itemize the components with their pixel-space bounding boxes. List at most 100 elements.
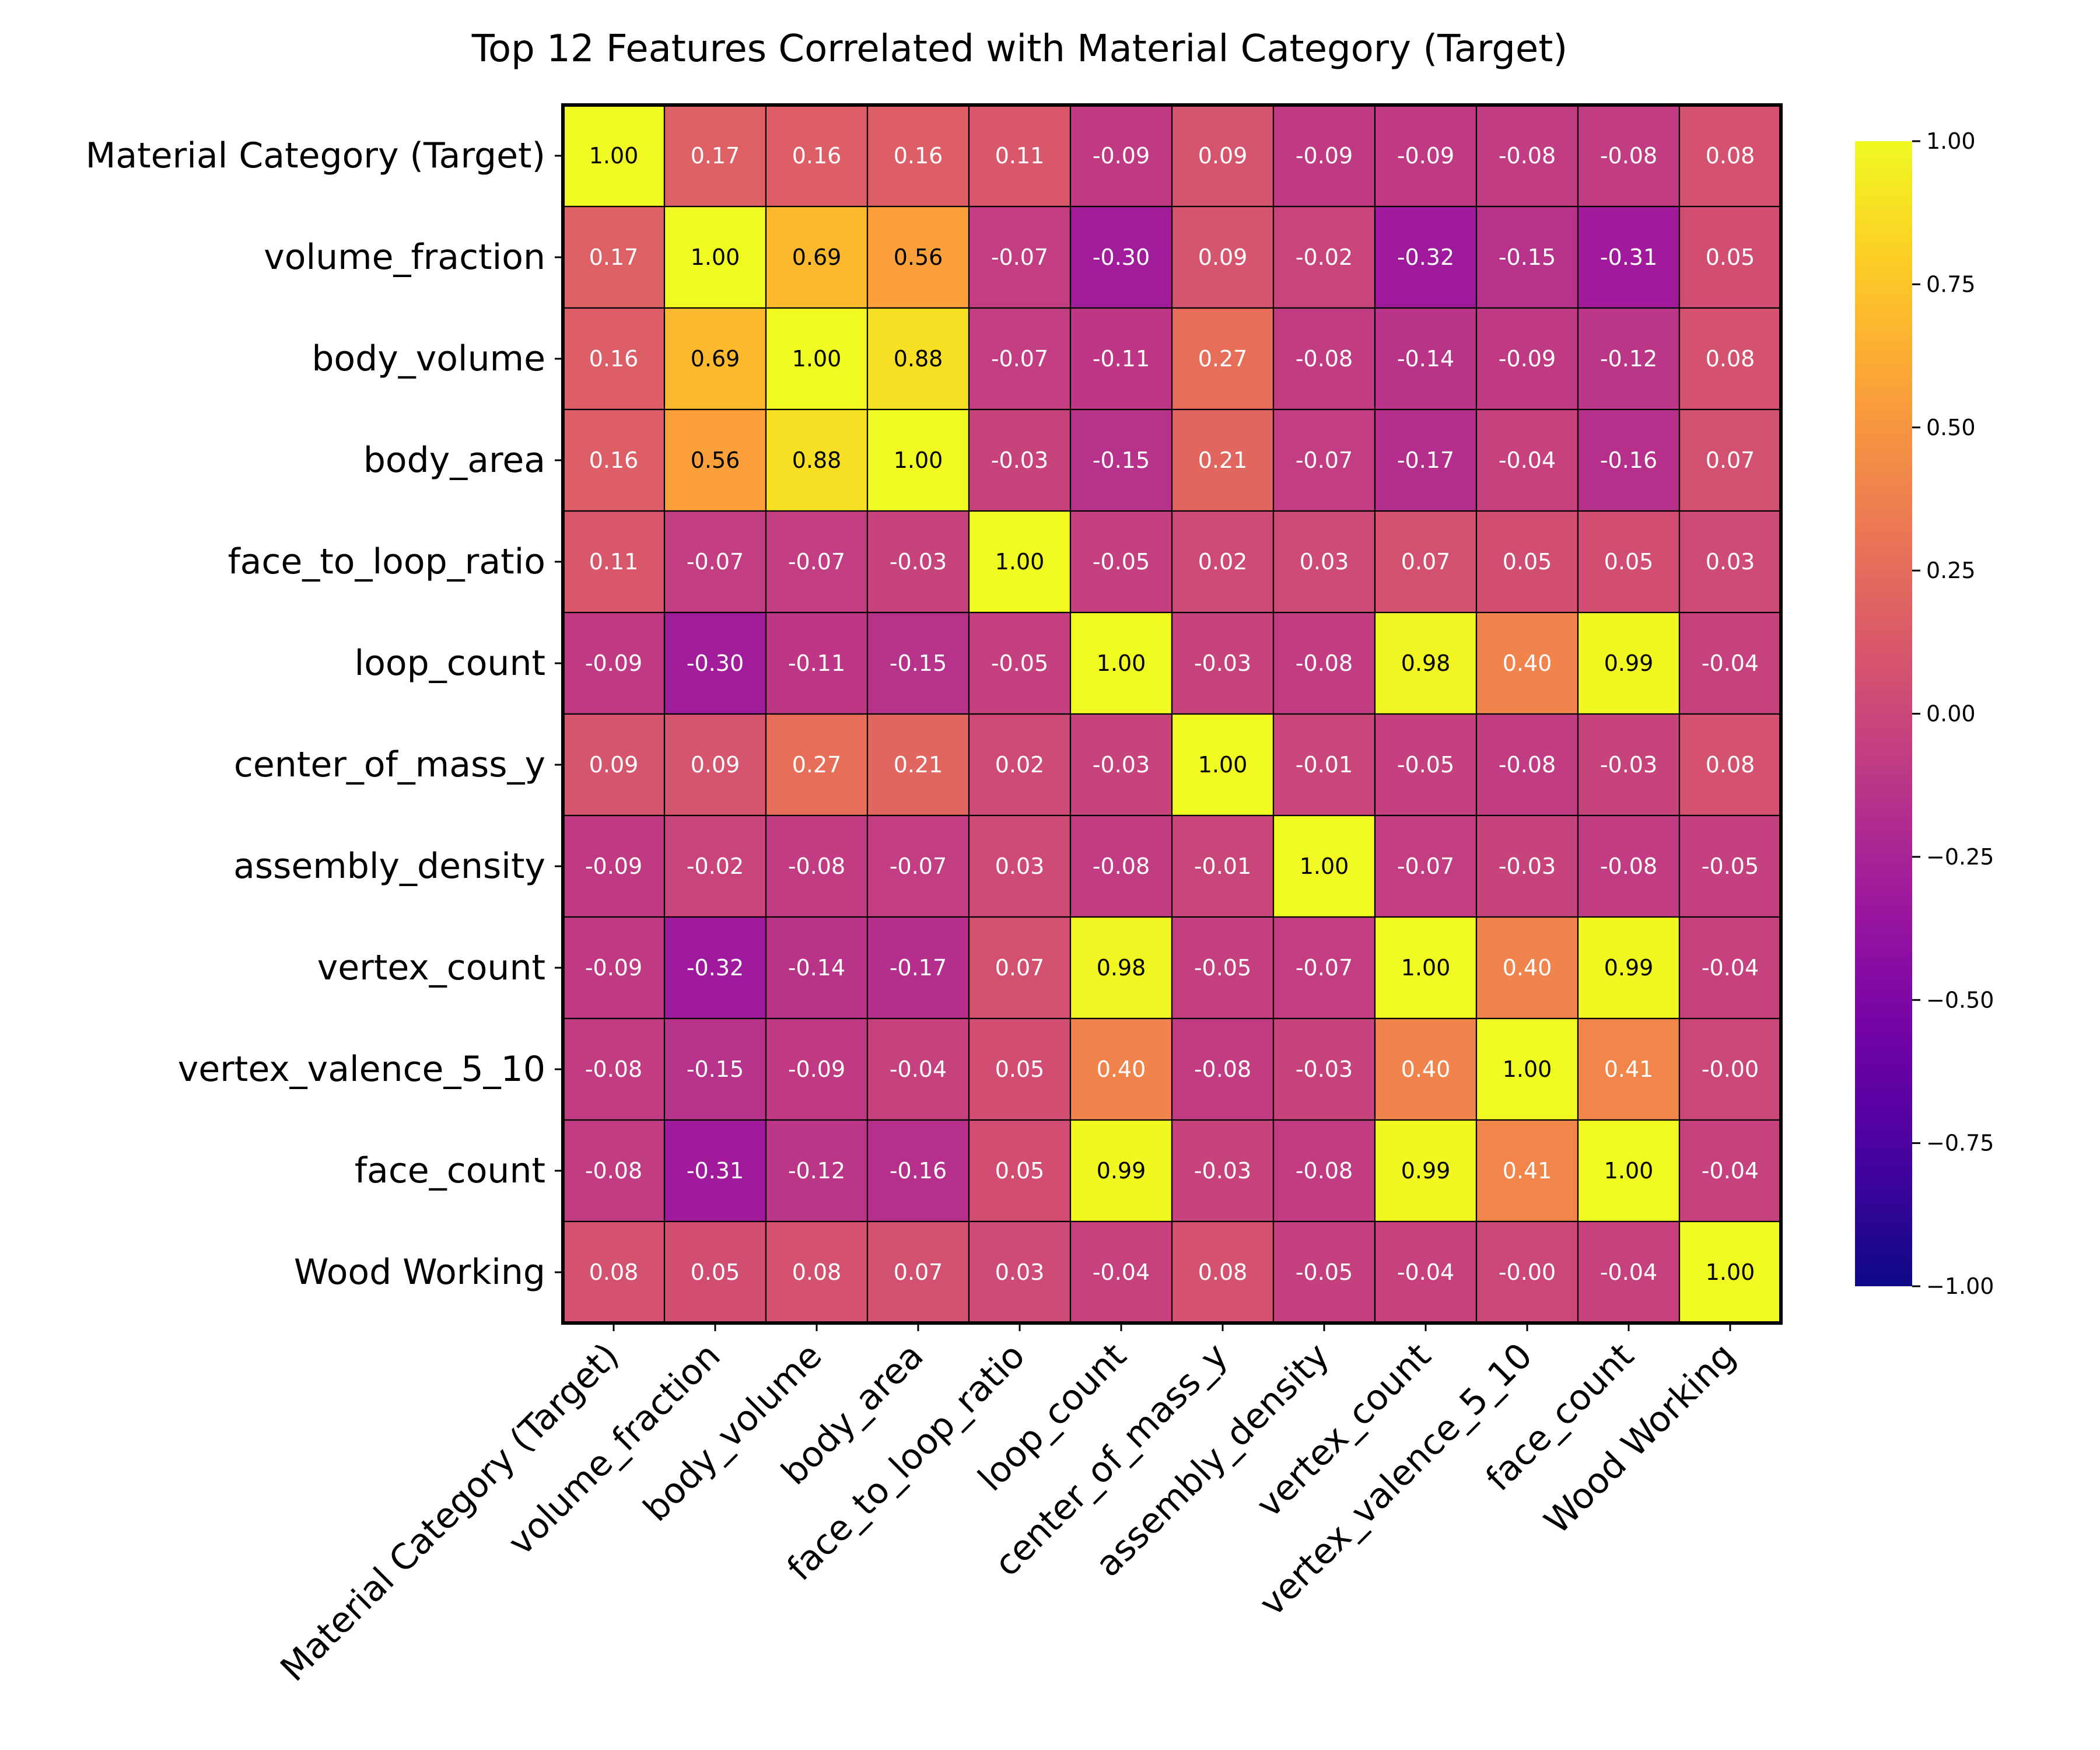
cell-value-label: 0.11 <box>995 143 1045 169</box>
heatmap-cell <box>1374 916 1478 1020</box>
y-tick-label: body_area <box>363 440 545 481</box>
cell-value-label: 0.69 <box>691 346 740 372</box>
cell-value-label: -0.01 <box>1296 752 1353 778</box>
heatmap-cell <box>765 408 869 512</box>
cell-value-label: 0.05 <box>1706 244 1755 270</box>
heatmap-cell <box>1374 611 1478 715</box>
cell-value-label: 0.40 <box>1401 1056 1451 1082</box>
cell-value-label: 0.07 <box>1401 549 1451 575</box>
cell-value-label: 0.56 <box>691 447 740 473</box>
x-tick-label: Wood Working <box>1536 1335 1743 1542</box>
colorbar-gradient <box>1855 141 1912 1286</box>
cell-value-label: -0.07 <box>1397 853 1454 879</box>
heatmap-cell <box>663 916 767 1020</box>
heatmap-cell <box>1069 1220 1173 1324</box>
colorbar-tick-label: −1.00 <box>1926 1273 1994 1299</box>
cell-value-label: -0.07 <box>1296 955 1353 981</box>
y-tick-label: volume_fraction <box>264 237 545 278</box>
heatmap-cell <box>1577 1119 1681 1223</box>
heatmap-cell <box>765 916 869 1020</box>
cell-value-label: -0.07 <box>788 549 845 575</box>
cell-value-label: -0.09 <box>1093 143 1150 169</box>
cell-value-label: 0.88 <box>894 346 943 372</box>
cell-value-label: -0.16 <box>890 1158 947 1184</box>
heatmap-cell <box>1577 510 1681 614</box>
heatmap-cell <box>1374 205 1478 309</box>
row-labels: Material Category (Target) volume_fractio… <box>86 135 563 1293</box>
heatmap-cell <box>866 1017 970 1121</box>
heatmap-cell <box>1171 814 1275 918</box>
heatmap-cell <box>866 713 970 817</box>
heatmap-cell <box>1678 611 1782 715</box>
cell-value-label: 0.69 <box>792 244 842 270</box>
cell-value-label: -0.03 <box>1194 1158 1251 1184</box>
heatmap-cell <box>1577 307 1681 411</box>
cell-value-label: 0.05 <box>995 1056 1045 1082</box>
heatmap-cell <box>765 1119 869 1223</box>
cell-value-label: 0.03 <box>995 1259 1045 1285</box>
chart-title: Top 12 Features Correlated with Material… <box>471 27 1568 71</box>
heatmap-cell <box>866 814 970 918</box>
heatmap-cell <box>1678 814 1782 918</box>
cell-value-label: 0.99 <box>1097 1158 1146 1184</box>
cell-value-label: -0.14 <box>1397 346 1454 372</box>
heatmap-cell <box>1069 611 1173 715</box>
heatmap-cell <box>1678 713 1782 817</box>
heatmap-cell <box>765 1220 869 1324</box>
cell-value-label: 0.16 <box>792 143 842 169</box>
heatmap-cell <box>1475 713 1579 817</box>
x-tick-label: body_volume <box>636 1335 830 1530</box>
cell-value-label: -0.00 <box>1499 1259 1556 1285</box>
heatmap-cell <box>663 104 767 208</box>
cell-value-label: 0.98 <box>1401 650 1451 676</box>
heatmap-cell <box>866 104 970 208</box>
cell-value-label: 0.08 <box>1706 143 1755 169</box>
cell-value-labels: 1.00 0.17 0.16 0.16 0.11 -0.09 0.09 -0.09 -0.09 -… <box>585 143 1759 1285</box>
heatmap-cell <box>663 408 767 512</box>
heatmap-cell <box>1475 814 1579 918</box>
heatmap-cell <box>1678 408 1782 512</box>
heatmap-cell <box>1069 1119 1173 1223</box>
cell-value-label: 0.08 <box>1198 1259 1248 1285</box>
heatmap-cell <box>663 1119 767 1223</box>
heatmap-cell <box>1475 611 1579 715</box>
heatmap-cell <box>1272 510 1376 614</box>
y-tick-label: face_count <box>355 1150 545 1191</box>
heatmap-cell <box>1069 713 1173 817</box>
cell-value-label: -0.15 <box>1499 244 1556 270</box>
heatmap-cell <box>1475 1220 1579 1324</box>
cell-value-label: -0.12 <box>1600 346 1657 372</box>
cell-value-label: 1.00 <box>894 447 943 473</box>
heatmap-cell <box>968 104 1072 208</box>
cell-value-label: 1.00 <box>1706 1259 1755 1285</box>
cell-value-label: -0.08 <box>1499 143 1556 169</box>
heatmap-cell <box>1171 611 1275 715</box>
cell-value-label: -0.30 <box>1093 244 1150 270</box>
cell-value-label: -0.03 <box>1093 752 1150 778</box>
heatmap-cell <box>1272 611 1376 715</box>
cell-value-label: 0.05 <box>1503 549 1552 575</box>
heatmap-cell <box>968 713 1072 817</box>
cell-value-label: -0.08 <box>1600 143 1657 169</box>
heatmap-cell <box>1374 713 1478 817</box>
cell-value-label: -0.04 <box>1397 1259 1454 1285</box>
y-tick-label: face_to_loop_ratio <box>228 541 545 582</box>
cell-value-label: -0.03 <box>1296 1056 1353 1082</box>
heatmap-cell <box>1272 104 1376 208</box>
colorbar-tick-label: −0.25 <box>1926 844 1994 870</box>
heatmap-cell <box>1374 408 1478 512</box>
heatmap-cell <box>1069 205 1173 309</box>
cell-value-label: 1.00 <box>792 346 842 372</box>
cell-value-label: 1.00 <box>1300 853 1349 879</box>
heatmap-cell <box>1272 1017 1376 1121</box>
cell-value-label: 0.16 <box>589 447 639 473</box>
heatmap-cell <box>562 104 666 208</box>
cell-value-label: -0.07 <box>890 853 947 879</box>
cell-value-label: -0.09 <box>1296 143 1353 169</box>
heatmap-cell <box>1475 104 1579 208</box>
cell-value-label: -0.09 <box>788 1056 845 1082</box>
cell-value-label: -0.31 <box>687 1158 744 1184</box>
cell-value-label: 0.05 <box>1604 549 1654 575</box>
cell-value-label: 1.00 <box>1503 1056 1552 1082</box>
cell-value-label: 1.00 <box>589 143 639 169</box>
